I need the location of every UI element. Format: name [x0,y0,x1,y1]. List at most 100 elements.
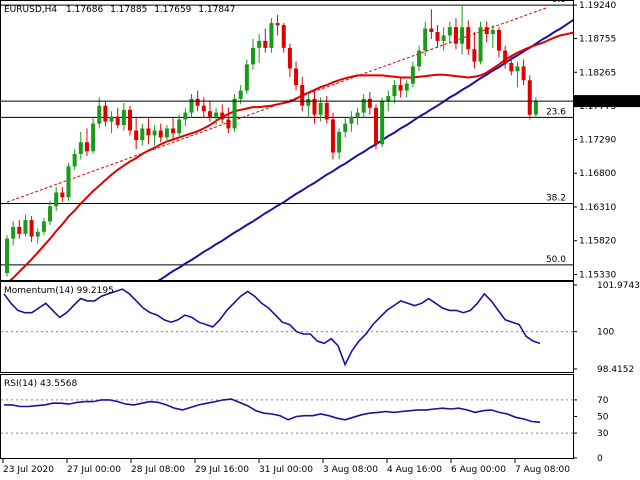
candle-body [484,27,489,35]
fib-level-label: 0.0 [552,0,567,5]
rsi-y-tick-label: 0 [597,454,603,464]
candle-body [521,66,526,81]
candle-body [435,32,440,41]
candle-body [171,128,176,134]
candle-body [478,27,483,62]
rsi-chart: 70 50 30 0 [1,396,609,464]
time-axis-label: 7 Aug 08:00 [515,465,570,475]
time-axis-label: 31 Jul 00:00 [259,465,313,475]
momentum-panel-title: Momentum(14) 99.2195 [4,286,114,296]
candle-body [429,28,434,32]
candle-body [128,109,132,131]
candle-body [343,123,348,132]
candle-body [121,109,126,125]
candle-body [306,98,311,106]
candle-body [207,111,212,117]
candle-body [97,105,102,124]
candle-body [152,130,157,136]
candle-body [232,98,237,129]
candle-body [5,238,9,274]
candle-body [60,192,65,198]
candle-body [287,47,292,69]
time-axis-label: 28 Jul 08:00 [131,465,185,475]
candle-body [146,128,151,136]
price-panel-title: EURUSD,H4 1.17686 1.17885 1.17659 1.1784… [4,5,236,15]
candle-body [257,40,262,48]
candle-body [177,119,182,134]
candle-body [361,98,366,113]
candle-body [251,47,255,65]
candle-body [503,50,508,63]
candle-body [238,90,243,99]
candle-body [337,131,342,153]
candle-body [527,80,532,115]
fib-level-label: 50.0 [546,255,566,265]
candle-body [54,192,59,207]
rsi-panel-title: RSI(14) 43.5568 [4,379,77,389]
candle-body [515,66,520,72]
candle-body [11,226,16,239]
candle-body [183,112,188,120]
candle-body [460,27,465,44]
momentum-chart: 101.9743 100 98.4152 [1,281,640,375]
fib-level-label: 38.2 [546,194,566,204]
candle-body [472,49,477,62]
time-axis-label: 3 Aug 08:00 [323,465,378,475]
price-y-tick-label: 1.18755 [579,35,616,45]
time-axis-label: 27 Jul 00:00 [67,465,121,475]
candle-body [533,100,538,115]
candle-body [244,64,249,91]
candle-body [41,221,46,232]
candle-body [466,27,471,50]
candle-body [398,85,403,91]
candle-body [453,27,458,44]
fib-level-label: 23.6 [546,107,566,117]
candle-body [441,35,446,41]
candle-body [410,66,415,84]
candle-body [164,128,169,138]
candle-body [423,28,428,51]
candle-body [380,100,385,145]
candle-body [349,116,354,124]
candle-body [48,206,53,222]
candle-body [392,85,397,97]
price-panel-frame [0,0,574,281]
candle-body [447,27,452,36]
momentum-line [3,288,541,367]
momentum-y-tick-label: 101.9743 [597,281,640,291]
time-axis-label: 29 Jul 16:00 [195,465,249,475]
candle-body [300,85,305,106]
candle-body [312,98,317,115]
price-y-tick-label: 1.19240 [579,1,616,11]
candle-body [195,98,200,106]
time-axis: 23 Jul 2020 27 Jul 00:00 28 Jul 08:00 29 Ju… [2,459,570,475]
candle-body [35,231,40,237]
candle-body [84,142,89,152]
candle-body [214,112,219,117]
candle-body [281,25,286,48]
candle-body [134,130,139,141]
momentum-y-tick-label: 98.4152 [597,365,634,375]
candle-body [140,128,145,141]
moving-average-blue [157,19,573,280]
price-y-tick-label: 1.15330 [579,270,616,280]
momentum-y-tick-label: 100 [597,328,614,338]
candle-body [330,119,335,153]
candle-body [109,116,114,122]
rsi-line [4,398,541,424]
candle-body [158,130,163,138]
candle-body [497,29,501,51]
candle-body [509,63,514,72]
current-price-box [574,95,640,108]
candle-body [374,107,378,145]
price-y-tick-label: 1.16800 [579,169,616,179]
candle-body [417,50,422,67]
rsi-y-tick-label: 70 [597,396,609,406]
candle-body [115,116,120,125]
candle-body [269,23,274,48]
candle-body [226,119,231,129]
candle-body [355,112,360,117]
